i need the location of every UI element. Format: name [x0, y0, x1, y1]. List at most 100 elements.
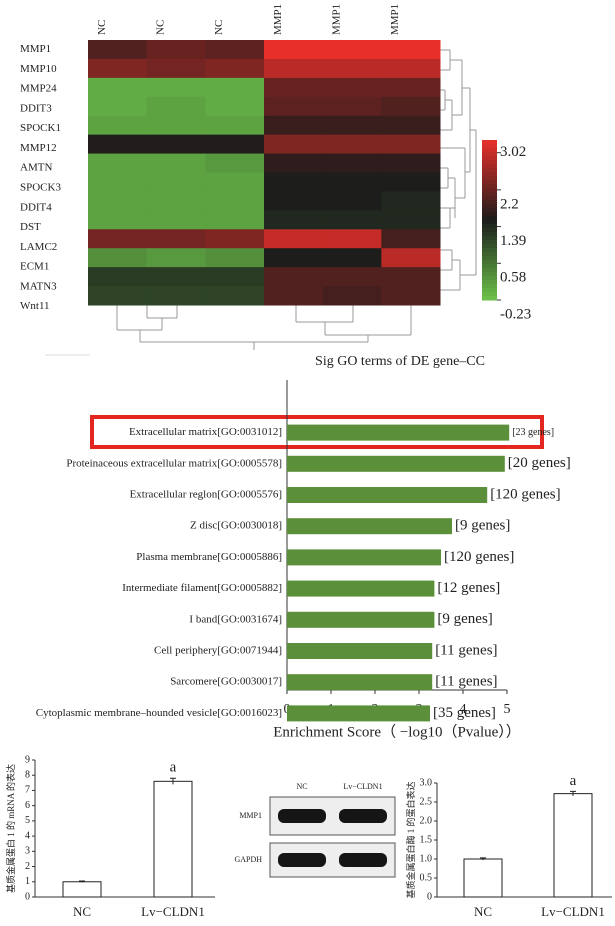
colorbar-segment [482, 268, 497, 273]
bar [287, 581, 434, 597]
y-tick-label: 2.0 [420, 815, 433, 826]
heatmap-cell [381, 286, 440, 305]
bar-annotation: [9 genes] [455, 518, 510, 534]
colorbar-segment [482, 140, 497, 145]
heatmap-cell [323, 286, 382, 305]
heatmap-cell [381, 229, 440, 248]
heatmap-cell [205, 191, 264, 210]
heatmap-cell [147, 229, 206, 248]
category-label: Plasma membrane[GO:0005886] [136, 551, 282, 563]
heatmap-cell [323, 229, 382, 248]
heatmap-cell [147, 78, 206, 97]
x-tick-label: NC [474, 904, 492, 919]
figure: MMP1MMP10MMP24DDIT3SPOCK1MMP12AMTNSPOCK3… [0, 0, 615, 926]
category-label: Cytoplasmic membrane–hounded vesicle[GO:… [36, 707, 282, 719]
heatmap-cell [205, 173, 264, 192]
y-axis-label: 基质金属蛋白酶 1 的蛋白表达 [405, 781, 416, 898]
heatmap-cell [147, 40, 206, 59]
heatmap-cell [323, 191, 382, 210]
column-label: MMP1 [272, 4, 284, 35]
row-label: DDIT4 [20, 201, 52, 213]
heatmap-cell [147, 135, 206, 154]
heatmap-cell [147, 267, 206, 286]
lane-label: NC [296, 782, 307, 791]
colorbar-segment [482, 228, 497, 233]
colorbar-segment [482, 248, 497, 253]
heatmap-cell [88, 97, 147, 116]
heatmap-cell [264, 135, 323, 154]
colorbar-segment [482, 200, 497, 205]
heatmap-cell [264, 267, 323, 286]
heatmap-cell [88, 154, 147, 173]
colorbar-segment [482, 252, 497, 257]
colorbar-segment [482, 208, 497, 213]
colorbar-segment [482, 264, 497, 269]
heatmap-cell [264, 191, 323, 210]
y-tick-label: 8 [25, 770, 30, 781]
heatmap-cell [323, 97, 382, 116]
heatmap-cell [88, 59, 147, 78]
column-label: NC [213, 20, 225, 35]
row-label: MMP12 [20, 142, 57, 154]
heatmap-cell [205, 97, 264, 116]
y-tick-label: 4 [25, 830, 30, 841]
colorbar-segment [482, 236, 497, 241]
bar-annotation: [120 genes] [490, 486, 560, 502]
heatmap-cell [381, 40, 440, 59]
colorbar-segment [482, 244, 497, 249]
colorbar-segment [482, 152, 497, 157]
bar-annotation: [9 genes] [437, 611, 492, 627]
colorbar-segment [482, 212, 497, 217]
heatmap-cell [205, 59, 264, 78]
colorbar-segment [482, 148, 497, 153]
colorbar-segment [482, 220, 497, 225]
colorbar-label: 3.02 [500, 144, 526, 160]
heatmap-cell [323, 154, 382, 173]
row-label: ECM1 [20, 261, 49, 273]
heatmap-cell [147, 286, 206, 305]
row-label: DST [20, 221, 41, 233]
heatmap-cell [323, 116, 382, 135]
blot-band [339, 853, 387, 867]
row-label: SPOCK3 [20, 181, 61, 193]
lane-label: Lv−CLDN1 [343, 782, 382, 791]
y-tick-label: 2 [25, 861, 30, 872]
y-tick-label: 3.0 [420, 777, 433, 788]
heatmap-cell [88, 210, 147, 229]
row-label: LAMC2 [20, 241, 57, 253]
bar [287, 518, 452, 534]
colorbar-label: -0.23 [500, 306, 531, 322]
heatmap-cell [264, 286, 323, 305]
row-label: Wnt11 [20, 300, 50, 312]
colorbar-label: 1.39 [500, 233, 526, 249]
category-label: Cell periphery[GO:0071944] [154, 645, 282, 657]
x-axis-label: Enrichment Score（ −log10（Pvalue）） [273, 723, 521, 740]
heatmap-cell [205, 78, 264, 97]
heatmap-cell [205, 229, 264, 248]
heatmap-cell [264, 97, 323, 116]
chart-title: Sig GO terms of DE gene–CC [315, 354, 485, 369]
heatmap-cell [264, 59, 323, 78]
bar [464, 859, 502, 897]
colorbar-segment [482, 276, 497, 281]
column-label: NC [96, 20, 108, 35]
heatmap-cell [205, 248, 264, 267]
column-dendrogram [117, 305, 411, 350]
colorbar-segment [482, 224, 497, 229]
colorbar-segment [482, 184, 497, 189]
heatmap-cell [88, 286, 147, 305]
heatmap-cell [381, 135, 440, 154]
row-label: MMP24 [20, 83, 57, 95]
row-label: DDIT3 [20, 102, 52, 114]
colorbar-segment [482, 192, 497, 197]
colorbar-segment [482, 288, 497, 293]
heatmap-cell [264, 173, 323, 192]
category-label: Extracellular matrix[GO:0031012] [129, 426, 282, 438]
heatmap-cell [205, 116, 264, 135]
heatmap-cell [205, 135, 264, 154]
heatmap-cell [323, 267, 382, 286]
heatmap-cell [147, 116, 206, 135]
heatmap-cell [147, 191, 206, 210]
colorbar-segment [482, 144, 497, 149]
row-dendrogram [440, 50, 476, 290]
